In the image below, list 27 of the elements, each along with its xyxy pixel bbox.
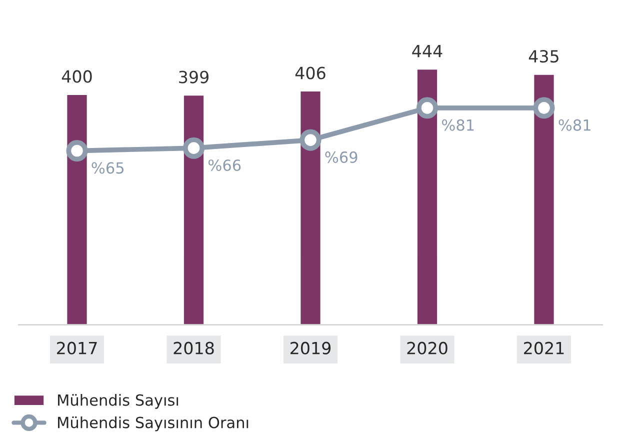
legend-label: Mühendis Sayısının Oranı [58, 416, 248, 432]
point [416, 97, 438, 119]
data-label: 435 [528, 50, 558, 63]
x-tick-label: 2021 [524, 342, 564, 354]
x-tick-label: 2018 [174, 342, 214, 354]
bar [532, 73, 556, 325]
x-tick-label: 2019 [290, 342, 331, 354]
data-label: %81 [558, 119, 590, 131]
bar [182, 94, 205, 325]
legend-label: Mühendis Sayısı [58, 394, 178, 409]
point [300, 129, 322, 151]
x-tick-label: 2017 [57, 342, 97, 354]
x-tick-label: 2020 [407, 342, 448, 354]
point [533, 97, 555, 119]
bar [416, 68, 438, 325]
data-label: %65 [92, 162, 124, 174]
data-label: %81 [442, 119, 474, 131]
data-label: %66 [208, 159, 241, 172]
data-label: %69 [325, 151, 358, 163]
data-label: 406 [295, 66, 326, 80]
point [182, 137, 205, 159]
point [66, 140, 88, 162]
data-label: 400 [62, 70, 92, 83]
bar [66, 94, 88, 325]
data-label: 444 [412, 45, 442, 58]
bar [299, 90, 322, 325]
data-label: 399 [179, 70, 208, 84]
